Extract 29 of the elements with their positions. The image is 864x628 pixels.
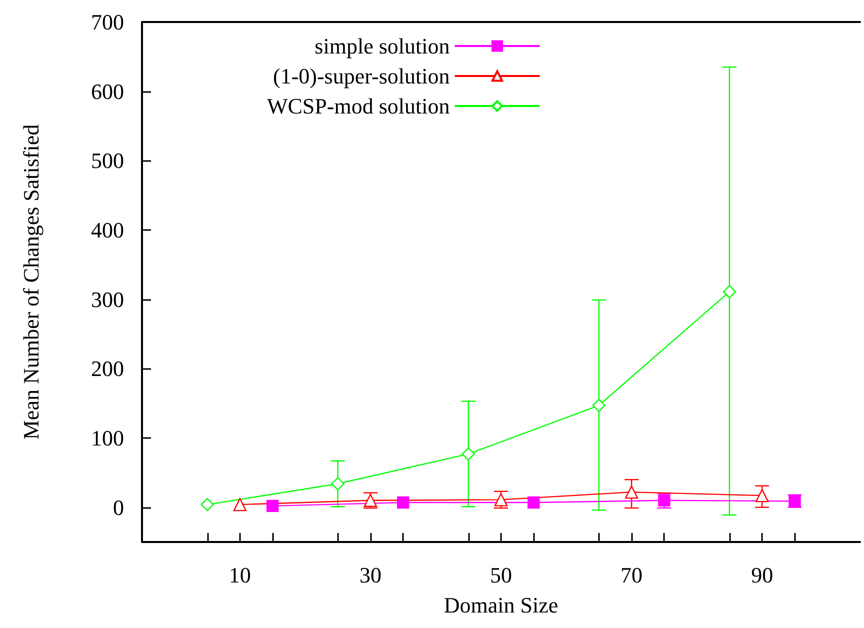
point [755,488,769,502]
point [200,498,214,512]
point [396,496,410,509]
y-tick-label: 400 [91,218,124,242]
y-tick-label: 100 [91,426,124,450]
x-tick-label: 30 [359,562,382,588]
y-tick-label: 300 [91,286,124,312]
point [592,398,606,412]
x-axis-title: Domain Size [444,592,558,618]
x-tick-label: 10 [228,562,251,588]
point [624,485,638,499]
point [722,285,736,298]
point [528,496,540,509]
legend-label: (1-0)-super-solution [272,64,450,88]
y-tick-label: 500 [91,148,124,174]
point [331,477,344,490]
y-tick-label: 200 [91,356,124,382]
y-axis-title: Mean Number of Changes Satisfied [18,124,44,440]
y-tick-label: 0 [113,494,124,520]
legend-label: simple solution [314,34,450,58]
point [266,500,279,512]
x-tick-label: 90 [751,562,774,588]
legend-label: WCSP-mod solution [266,94,450,118]
x-tick-label: 50 [490,562,512,588]
x-tick-label: 70 [620,562,643,588]
y-tick-label: 700 [91,10,124,34]
point [233,498,247,512]
point [462,447,475,461]
y-tick-label: 600 [91,78,124,104]
